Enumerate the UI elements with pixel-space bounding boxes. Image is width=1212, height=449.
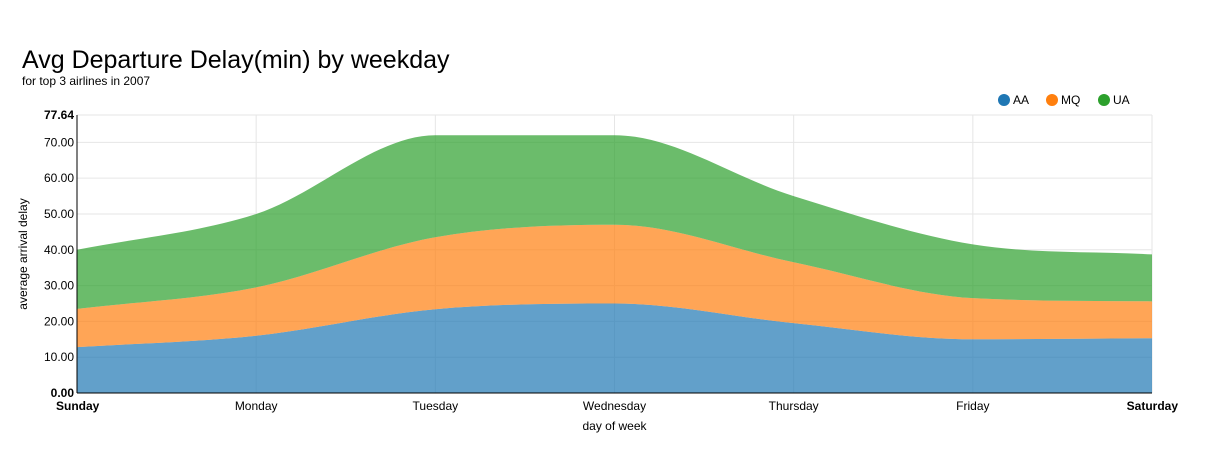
x-tick-label: Friday [956, 399, 989, 413]
area-ua[interactable] [77, 135, 1152, 309]
x-tick-label: Thursday [769, 399, 819, 413]
legend-label: MQ [1061, 93, 1080, 107]
x-tick-label: Saturday [1127, 399, 1179, 413]
legend-label: UA [1113, 93, 1130, 107]
legend[interactable]: AA MQ UA [998, 93, 1130, 107]
x-tick-label: Sunday [56, 399, 100, 413]
x-axis-label: day of week [582, 419, 647, 433]
area-aa[interactable] [77, 303, 1152, 393]
legend-item-aa[interactable]: AA [998, 93, 1029, 107]
legend-swatch [998, 94, 1010, 106]
x-tick-label: Monday [235, 399, 278, 413]
y-axis-label: average arrival delay [16, 198, 30, 309]
legend-label: AA [1013, 93, 1029, 107]
legend-item-ua[interactable]: UA [1098, 93, 1130, 107]
y-tick-label: 20.00 [44, 314, 74, 328]
y-axis-ticks: 0.00 10.00 20.00 30.00 40.00 50.00 60.00 70.00 7… [44, 108, 74, 400]
chart-subtitle: for top 3 airlines in 2007 [22, 74, 151, 88]
x-tick-label: Wednesday [583, 399, 646, 413]
x-axis-ticks: Sunday Monday Tuesday Wednesday Thursday Frid… [56, 399, 1178, 413]
y-tick-label: 30.00 [44, 279, 74, 293]
y-tick-label: 40.00 [44, 243, 74, 257]
axes [76, 115, 1152, 394]
area-mq[interactable] [77, 224, 1152, 348]
chart-title: Avg Departure Delay(min) by weekday [22, 46, 450, 74]
area-series [77, 135, 1152, 393]
x-tick-label: Tuesday [413, 399, 459, 413]
y-tick-label: 60.00 [44, 171, 74, 185]
legend-swatch [1046, 94, 1058, 106]
y-tick-label: 50.00 [44, 207, 74, 221]
y-tick-label: 77.64 [44, 108, 74, 122]
y-tick-label: 70.00 [44, 135, 74, 149]
legend-swatch [1098, 94, 1110, 106]
y-tick-label: 0.00 [51, 386, 75, 400]
y-tick-label: 10.00 [44, 350, 74, 364]
legend-item-mq[interactable]: MQ [1046, 93, 1080, 107]
